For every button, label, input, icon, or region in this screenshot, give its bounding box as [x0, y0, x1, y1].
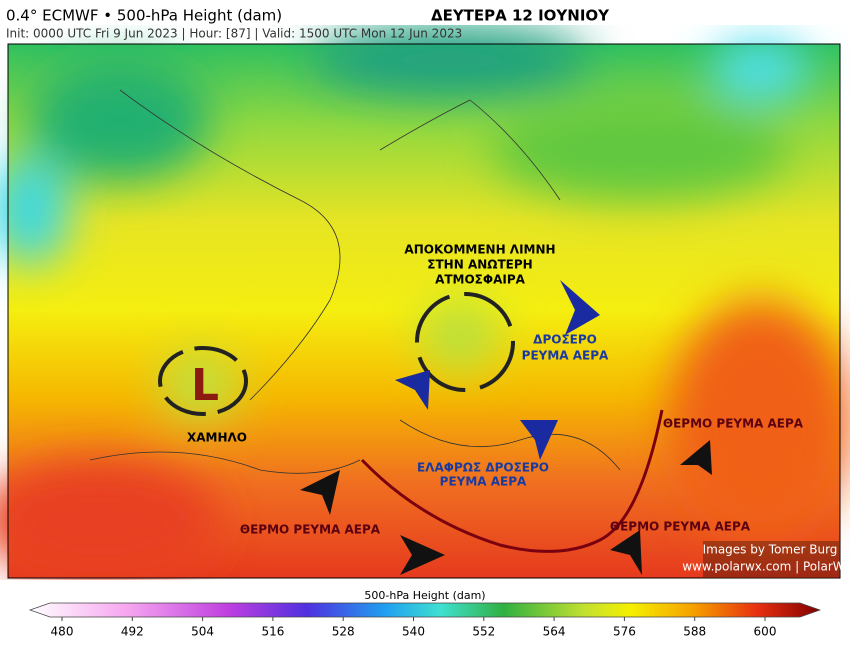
annotation: ΡΕΥΜΑ ΑΕΡΑ — [522, 349, 609, 363]
colorbar-tick-label: 528 — [332, 625, 355, 639]
colorbar-tick-label: 480 — [51, 625, 74, 639]
annotation: ΡΕΥΜΑ ΑΕΡΑ — [440, 475, 527, 489]
credit: Images by Tomer Burg — [703, 543, 838, 557]
annotation: ΘΕΡΜΟ ΡΕΥΜΑ ΑΕΡΑ — [610, 520, 751, 534]
colorbar: 480 492 504 516 528 540 552 564 576 588 600 — [28, 602, 822, 639]
date-title: ΔΕΥΤΕΡΑ 12 ΙΟΥΝΙΟΥ — [431, 7, 610, 25]
annotation: ΣΤΗΝ ΑΝΩΤΕΡΗ — [427, 258, 532, 272]
title: 0.4° ECMWF • 500-hPa Height (dam) — [6, 7, 282, 25]
annotation: ΕΛΑΦΡΩΣ ΔΡΟΣΕΡΟ — [417, 461, 549, 475]
colorbar-label: 500-hPa Height (dam) — [364, 589, 485, 602]
colorbar-tick-label: 600 — [754, 625, 777, 639]
colorbar-tick-label: 504 — [191, 625, 214, 639]
low-symbol: L — [191, 360, 219, 411]
colorbar-tick-label: 588 — [683, 625, 706, 639]
annotation: ΧΑΜΗΛΟ — [187, 431, 247, 445]
init-info: Init: 0000 UTC Fri 9 Jun 2023 | Hour: [8… — [6, 27, 462, 41]
colorbar-tick-label: 516 — [261, 625, 284, 639]
map: ΑΠΟΚΟΜΜΕΝΗ ΛΙΜΝΗ ΣΤΗΝ ΑΝΩΤΕΡΗ ΑΤΜΟΣΦΑΙΡΑ… — [0, 25, 850, 580]
annotation: ΑΤΜΟΣΦΑΙΡΑ — [435, 273, 526, 287]
annotation: ΘΕΡΜΟ ΡΕΥΜΑ ΑΕΡΑ — [663, 417, 804, 431]
credit: www.polarwx.com | PolarWx — [682, 560, 850, 574]
annotation: ΑΠΟΚΟΜΜΕΝΗ ΛΙΜΝΗ — [404, 243, 555, 257]
colorbar-tick-label: 552 — [472, 625, 495, 639]
colorbar-tick-label: 492 — [121, 625, 144, 639]
annotation: ΘΕΡΜΟ ΡΕΥΜΑ ΑΕΡΑ — [240, 523, 381, 537]
colorbar-tick-label: 576 — [613, 625, 636, 639]
colorbar-tick-label: 564 — [543, 625, 566, 639]
annotation: ΔΡΟΣΕΡΟ — [533, 333, 597, 347]
colorbar-tick-label: 540 — [402, 625, 425, 639]
